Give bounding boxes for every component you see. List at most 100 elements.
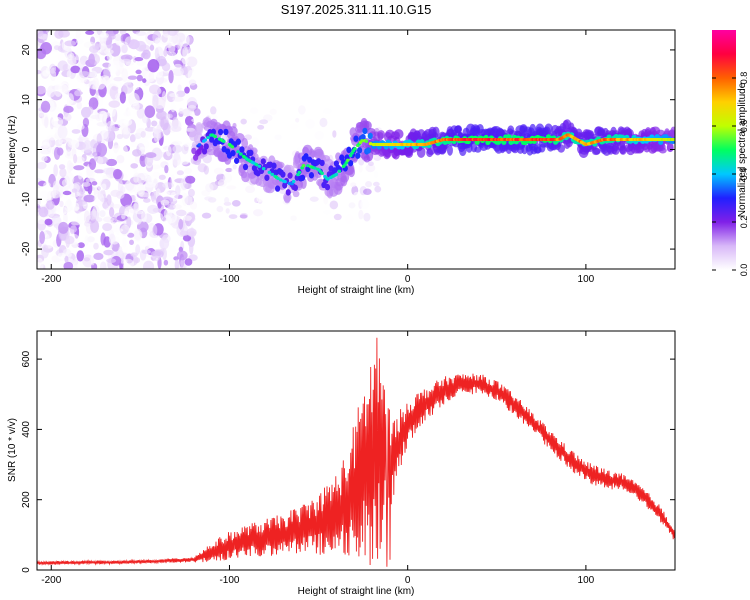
noise-blob (159, 34, 172, 46)
noise-blob (121, 68, 129, 82)
x-tick-label: -200 (41, 274, 61, 285)
ridge-core (206, 135, 210, 140)
noise-blob (217, 179, 227, 187)
noise-blob (149, 44, 155, 51)
noise-blob (149, 84, 161, 95)
ridge-mid (346, 146, 352, 154)
noise-blob (134, 56, 144, 62)
noise-blob (187, 188, 195, 198)
noise-blob (280, 208, 287, 216)
noise-blob (84, 235, 89, 247)
noise-blob (183, 167, 193, 175)
ridge-mid (355, 152, 361, 159)
ridge-core (368, 142, 373, 146)
noise-blob (164, 165, 169, 174)
noise-blob (64, 199, 73, 213)
snr-x-label: Height of straight line (km) (298, 586, 415, 597)
noise-blob (129, 134, 136, 143)
colorbar-tick-label: 0.8 (739, 72, 749, 85)
noise-blob (170, 260, 175, 269)
noise-blob (40, 100, 51, 113)
ridge-core (326, 177, 330, 181)
noise-blob (189, 201, 198, 210)
noise-blob (251, 195, 259, 204)
noise-blob (40, 149, 51, 155)
noise-blob (57, 60, 69, 71)
noise-blob (59, 264, 65, 269)
noise-blob (266, 127, 275, 134)
ridge-mid (356, 147, 363, 154)
noise-blob (66, 159, 73, 174)
noise-blob (59, 167, 67, 178)
ridge-core (270, 172, 275, 176)
noise-blob (168, 235, 179, 247)
noise-blob (295, 117, 300, 123)
noise-blob (167, 203, 176, 210)
ridge-mid (319, 159, 325, 167)
colorbar-tick-label: 0.4 (739, 168, 749, 181)
noise-blob (136, 74, 143, 82)
ridge-halo (592, 147, 601, 155)
noise-blob (111, 221, 118, 227)
noise-blob (153, 128, 159, 142)
ridge-core (306, 164, 310, 168)
noise-blob (184, 258, 193, 266)
noise-blob (66, 149, 71, 157)
noise-blob (152, 171, 161, 178)
ridge-core (364, 139, 369, 143)
y-tick-label: 600 (21, 350, 32, 367)
noise-blob (350, 182, 357, 188)
noise-blob (70, 65, 81, 74)
ridge-core (348, 153, 353, 158)
noise-blob (187, 69, 194, 81)
ridge-core (334, 172, 339, 176)
ridge-halo (666, 143, 674, 153)
ridge-mid (235, 138, 241, 145)
ridge-mid (271, 162, 277, 169)
noise-blob (183, 215, 192, 221)
noise-blob (99, 210, 106, 218)
ridge-core (320, 171, 324, 175)
noise-blob (152, 94, 159, 109)
noise-blob (165, 113, 171, 121)
noise-blob (116, 133, 124, 140)
x-tick-label: -200 (41, 575, 61, 586)
figure-title: S197.2025.311.11.10.G15 (281, 2, 432, 17)
noise-blob (365, 181, 373, 188)
noise-blob (316, 132, 321, 137)
noise-blob (106, 52, 113, 61)
noise-blob (184, 142, 191, 148)
noise-blob (113, 76, 124, 82)
noise-blob (176, 170, 184, 176)
noise-blob (56, 147, 64, 156)
noise-blob (143, 181, 156, 188)
ridge-mid (362, 127, 368, 135)
ridge-core (239, 152, 243, 156)
noise-blob (108, 233, 116, 245)
snr-line (37, 337, 675, 567)
noise-blob (274, 134, 282, 140)
noise-blob (184, 115, 194, 127)
colorbar-label: Normalized spectral amplitude (737, 82, 748, 217)
noise-blob (250, 137, 260, 148)
noise-blob (71, 188, 78, 193)
noise-blob (135, 40, 147, 52)
noise-blob (42, 69, 50, 77)
noise-blob (225, 208, 230, 214)
noise-blob (154, 37, 161, 46)
noise-blob (83, 194, 96, 203)
noise-blob (135, 210, 144, 215)
noise-blob (173, 63, 182, 69)
noise-blob (163, 259, 169, 266)
ridge-halo (426, 147, 436, 155)
noise-blob (119, 30, 127, 36)
noise-blob (171, 140, 183, 146)
ridge-mid (230, 149, 236, 157)
noise-blob (58, 138, 63, 145)
noise-blob (135, 244, 141, 255)
ridge-mid (264, 174, 270, 181)
noise-blob (88, 45, 99, 53)
noise-blob (66, 70, 72, 79)
ridge-core (203, 138, 208, 142)
